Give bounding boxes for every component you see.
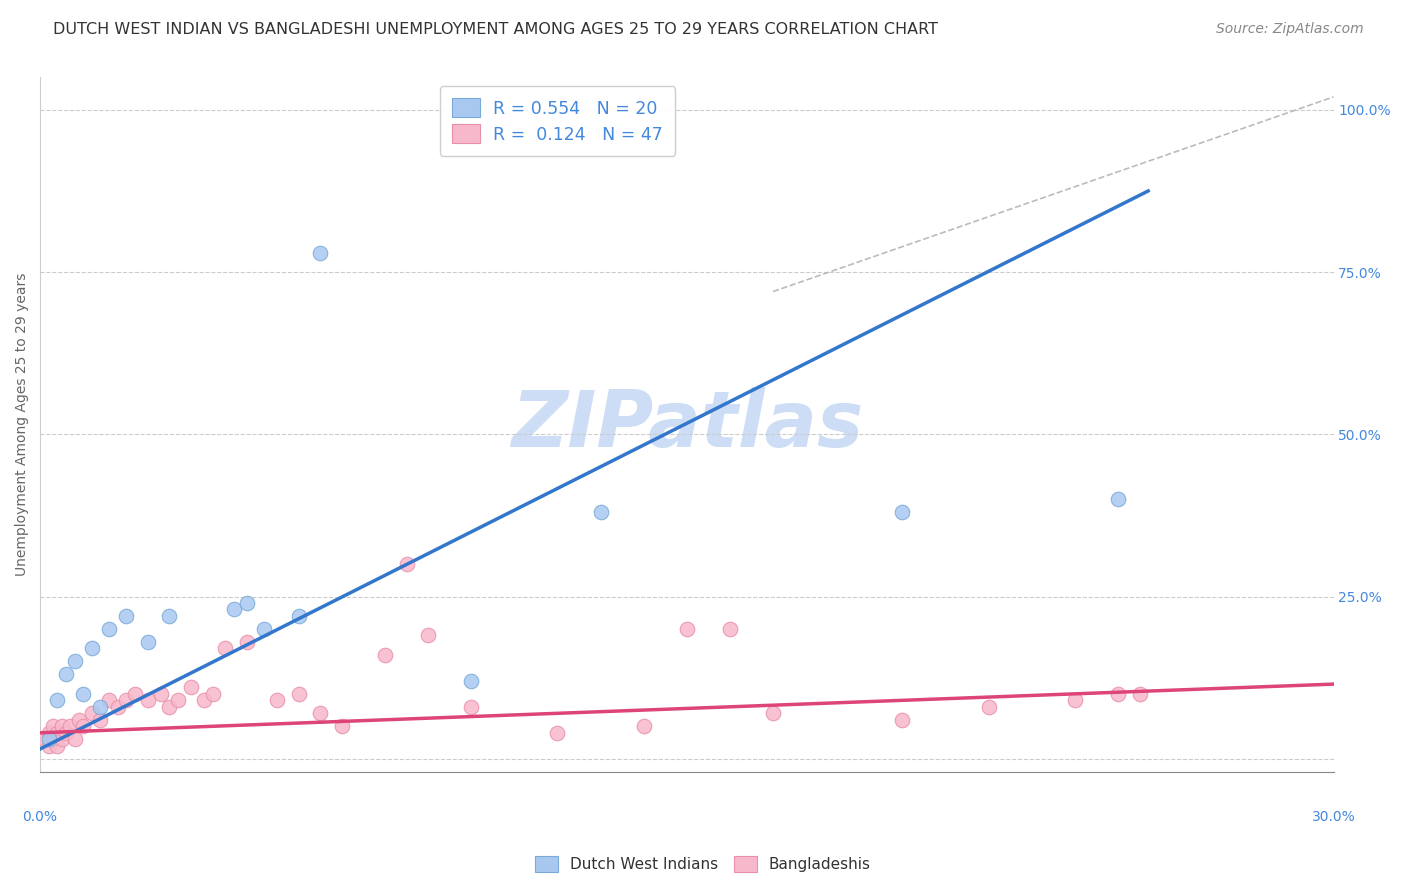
Point bbox=[46, 739, 69, 753]
Point bbox=[460, 699, 482, 714]
Legend: R = 0.554   N = 20, R =  0.124   N = 47: R = 0.554 N = 20, R = 0.124 N = 47 bbox=[440, 87, 675, 156]
Point bbox=[167, 693, 190, 707]
Point bbox=[38, 732, 60, 747]
Point bbox=[395, 557, 418, 571]
Point bbox=[675, 622, 697, 636]
Text: 0.0%: 0.0% bbox=[22, 810, 58, 824]
Point bbox=[288, 687, 311, 701]
Point bbox=[330, 719, 353, 733]
Point bbox=[55, 725, 77, 739]
Y-axis label: Unemployment Among Ages 25 to 29 years: Unemployment Among Ages 25 to 29 years bbox=[15, 273, 30, 576]
Point bbox=[38, 725, 60, 739]
Point bbox=[63, 732, 86, 747]
Point bbox=[1063, 693, 1085, 707]
Point bbox=[460, 673, 482, 688]
Point bbox=[80, 641, 103, 656]
Point bbox=[55, 667, 77, 681]
Point bbox=[546, 725, 568, 739]
Point bbox=[180, 681, 202, 695]
Point bbox=[98, 693, 121, 707]
Text: ZIPatlas: ZIPatlas bbox=[510, 386, 863, 463]
Point bbox=[80, 706, 103, 721]
Point bbox=[891, 713, 914, 727]
Point bbox=[46, 725, 69, 739]
Point bbox=[67, 713, 90, 727]
Point bbox=[115, 609, 138, 624]
Point bbox=[89, 713, 111, 727]
Point bbox=[589, 505, 612, 519]
Point bbox=[201, 687, 224, 701]
Point bbox=[136, 635, 159, 649]
Point bbox=[115, 693, 138, 707]
Point bbox=[98, 622, 121, 636]
Text: 30.0%: 30.0% bbox=[1312, 810, 1355, 824]
Point bbox=[762, 706, 785, 721]
Point bbox=[46, 693, 69, 707]
Point bbox=[214, 641, 236, 656]
Point bbox=[42, 719, 65, 733]
Point bbox=[236, 596, 259, 610]
Point bbox=[718, 622, 741, 636]
Point bbox=[89, 699, 111, 714]
Point bbox=[42, 732, 65, 747]
Point bbox=[1107, 492, 1129, 507]
Point bbox=[224, 602, 246, 616]
Point bbox=[309, 706, 332, 721]
Text: Source: ZipAtlas.com: Source: ZipAtlas.com bbox=[1216, 22, 1364, 37]
Point bbox=[288, 609, 311, 624]
Point bbox=[633, 719, 655, 733]
Point bbox=[51, 732, 73, 747]
Point bbox=[1107, 687, 1129, 701]
Point bbox=[891, 505, 914, 519]
Point bbox=[418, 628, 440, 642]
Point bbox=[124, 687, 146, 701]
Point bbox=[34, 732, 56, 747]
Point bbox=[374, 648, 396, 662]
Point bbox=[159, 609, 181, 624]
Point bbox=[236, 635, 259, 649]
Point bbox=[136, 693, 159, 707]
Point bbox=[107, 699, 129, 714]
Point bbox=[1128, 687, 1150, 701]
Point bbox=[72, 687, 94, 701]
Point bbox=[253, 622, 276, 636]
Point bbox=[51, 719, 73, 733]
Point bbox=[266, 693, 288, 707]
Point bbox=[38, 739, 60, 753]
Point bbox=[59, 719, 82, 733]
Point bbox=[63, 654, 86, 668]
Text: DUTCH WEST INDIAN VS BANGLADESHI UNEMPLOYMENT AMONG AGES 25 TO 29 YEARS CORRELAT: DUTCH WEST INDIAN VS BANGLADESHI UNEMPLO… bbox=[53, 22, 938, 37]
Point bbox=[309, 245, 332, 260]
Point bbox=[159, 699, 181, 714]
Point bbox=[72, 719, 94, 733]
Point bbox=[149, 687, 172, 701]
Legend: Dutch West Indians, Bangladeshis: Dutch West Indians, Bangladeshis bbox=[527, 848, 879, 880]
Point bbox=[193, 693, 215, 707]
Point bbox=[977, 699, 1000, 714]
